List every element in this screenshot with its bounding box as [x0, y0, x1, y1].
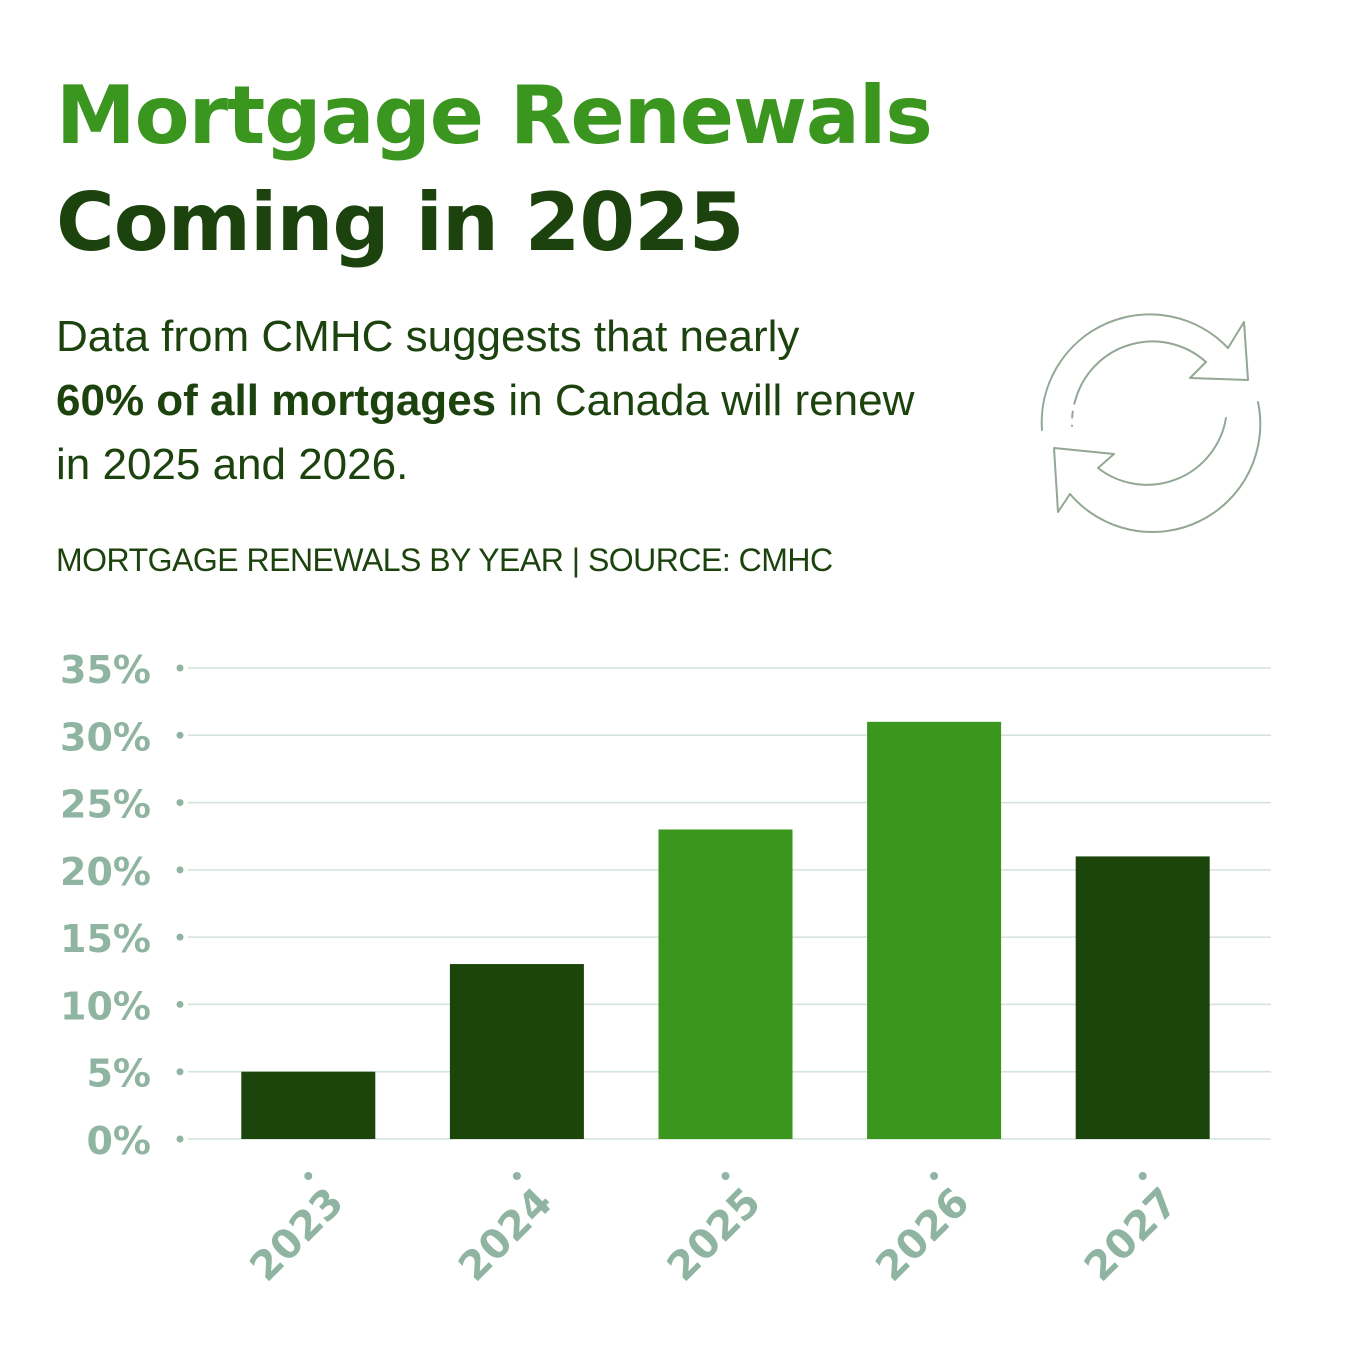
y-tick-label: 5% — [86, 1052, 151, 1096]
x-tick-dot — [1138, 1172, 1147, 1180]
y-tick-dot — [176, 933, 184, 941]
y-axis: 0% 5% 10% 15% 20% 25% 30% 35% — [60, 648, 184, 1163]
y-tick-label: 25% — [60, 783, 151, 827]
intro-text-start: Data from CMHC suggests that nearly — [56, 312, 800, 361]
y-tick-dot — [176, 1000, 184, 1008]
bar-chart: 0%5%10%15%20%25%30%35% 2023 2024 2025 2026 2… — [60, 648, 1271, 1290]
y-tick-label: 10% — [60, 984, 151, 1028]
x-axis: 2023 2024 2025 2026 2027 — [241, 1172, 1187, 1290]
chart-caption: MORTGAGE RENEWALS BY YEAR | SOURCE: CMHC — [56, 542, 833, 578]
y-tick-label: 15% — [60, 917, 151, 961]
x-tick-label: 2026 — [867, 1179, 978, 1290]
x-tick-dot — [930, 1172, 939, 1180]
x-tick-dot — [512, 1172, 521, 1180]
x-tick-label: 2025 — [659, 1179, 770, 1290]
refresh-cycle-icon — [1040, 313, 1262, 534]
y-tick-dot — [176, 731, 184, 739]
bar-2027 — [1075, 856, 1210, 1139]
y-tick-label: 35% — [60, 648, 151, 692]
y-tick-dot — [176, 664, 184, 672]
bar-2025 — [658, 829, 793, 1139]
y-tick-dot — [176, 866, 184, 874]
bars — [241, 721, 1210, 1139]
y-tick-dot — [176, 1068, 184, 1076]
y-tick-label: 30% — [60, 715, 151, 759]
x-tick-label: 2027 — [1076, 1179, 1187, 1290]
y-tick-label: 0% — [86, 1119, 151, 1163]
title-line-2: Coming in 2025 — [56, 176, 744, 269]
title-line-1: Mortgage Renewals — [56, 69, 933, 162]
intro-highlight: 60% of all mortgages — [56, 376, 497, 425]
x-tick-label: 2023 — [241, 1179, 352, 1290]
bar-2026 — [867, 721, 1002, 1139]
y-tick-label: 20% — [60, 850, 151, 894]
x-tick-dot — [304, 1172, 313, 1180]
x-tick-label: 2024 — [450, 1179, 561, 1290]
bar-2023 — [241, 1071, 376, 1139]
x-tick-dot — [721, 1172, 730, 1180]
intro-paragraph: Data from CMHC suggests that nearly 60% … — [56, 305, 916, 497]
intro-text-end: in Canada will renew in 2025 and 2026. — [56, 376, 915, 489]
bar-2024 — [449, 964, 584, 1139]
y-tick-dot — [176, 799, 184, 807]
y-tick-dot — [176, 1135, 184, 1143]
